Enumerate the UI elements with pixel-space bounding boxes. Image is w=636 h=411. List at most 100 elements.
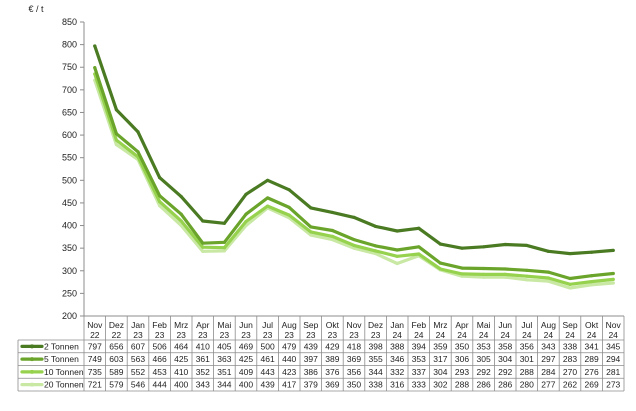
- x-tick-label-year: 23: [306, 330, 316, 340]
- table-value: 337: [412, 367, 426, 377]
- data-point: [590, 250, 594, 254]
- y-tick-label: 800: [62, 40, 77, 50]
- data-point: [244, 219, 248, 224]
- table-value: 439: [261, 380, 275, 390]
- data-point: [158, 199, 162, 204]
- data-point: [590, 280, 594, 284]
- table-value: 418: [347, 341, 361, 351]
- table-value: 735: [88, 367, 102, 377]
- table-value: 444: [153, 380, 167, 390]
- data-point: [590, 274, 594, 278]
- data-point: [395, 248, 399, 252]
- table-value: 546: [131, 380, 145, 390]
- data-point: [222, 249, 226, 253]
- data-point: [374, 249, 378, 253]
- x-tick-label-year: 23: [198, 330, 208, 340]
- series-line: [93, 44, 615, 256]
- data-point: [568, 282, 572, 286]
- table-value: 262: [563, 380, 577, 390]
- x-tick-label-month: Jan: [131, 320, 145, 330]
- table-value: 394: [412, 341, 426, 351]
- data-point: [201, 245, 205, 249]
- y-tick-label: 350: [62, 243, 77, 253]
- table-value: 281: [606, 367, 620, 377]
- y-unit-label: € / t: [28, 4, 44, 14]
- y-tick-label: 600: [62, 130, 77, 140]
- data-point: [460, 246, 464, 250]
- table-value: 276: [585, 367, 599, 377]
- data-point: [525, 268, 529, 272]
- data-point: [546, 276, 551, 280]
- data-point: [590, 283, 594, 287]
- data-point: [287, 205, 291, 210]
- x-tick-label-month: Sep: [303, 320, 318, 330]
- legend-marker-key: [30, 382, 34, 387]
- y-tick-label: 250: [62, 288, 77, 298]
- data-point: [352, 246, 356, 250]
- table-value: 304: [433, 367, 447, 377]
- data-point: [568, 276, 572, 281]
- y-tick-label: 300: [62, 266, 77, 276]
- x-tick-label-year: 24: [392, 330, 402, 340]
- data-point: [374, 244, 378, 248]
- data-point: [503, 272, 507, 276]
- table-value: 405: [217, 341, 231, 351]
- data-point: [244, 192, 248, 196]
- data-point: [114, 132, 118, 136]
- table-value: 286: [498, 380, 512, 390]
- data-point: [546, 279, 551, 283]
- table-value: 359: [433, 341, 447, 351]
- x-tick-label-month: Aug: [282, 320, 297, 330]
- table-value: 306: [455, 354, 469, 364]
- table-value: 352: [196, 367, 210, 377]
- table-value: 269: [585, 380, 599, 390]
- table-value: 453: [153, 367, 167, 377]
- x-tick-label-month: Mai: [218, 320, 232, 330]
- data-point: [482, 266, 486, 271]
- data-point: [309, 225, 313, 229]
- y-tick-label: 200: [62, 311, 77, 321]
- table-value: 797: [88, 341, 102, 351]
- y-axis-ticks: 200 250 300 350 400 450 500 550 600 650 700 750 800 8…: [62, 17, 84, 321]
- data-point: [438, 267, 442, 271]
- table-value: 656: [109, 341, 123, 351]
- table-value: 350: [455, 341, 469, 351]
- data-point: [546, 249, 551, 253]
- x-tick-label-year: 24: [457, 330, 467, 340]
- table-value: 410: [196, 341, 210, 351]
- legend-series-label: 5 Tonnen: [44, 354, 79, 364]
- data-point: [352, 215, 356, 219]
- table-value: 388: [390, 341, 404, 351]
- table-value: 400: [239, 380, 253, 390]
- data-point: [201, 219, 205, 223]
- table-value: 344: [217, 380, 231, 390]
- table-value: 350: [347, 380, 361, 390]
- data-point: [438, 261, 442, 265]
- data-point: [179, 194, 183, 199]
- data-point: [503, 275, 507, 279]
- data-point: [266, 204, 270, 208]
- table-value: 479: [282, 341, 296, 351]
- data-point: [266, 178, 270, 182]
- data-point: [114, 142, 118, 147]
- x-tick-label-year: 24: [436, 330, 446, 340]
- data-point: [482, 275, 486, 279]
- data-point: [309, 230, 313, 234]
- y-tick-label: 750: [62, 62, 77, 72]
- table-value: 301: [520, 354, 534, 364]
- data-point: [611, 277, 615, 281]
- table-value: 429: [325, 341, 339, 351]
- table-value: 293: [455, 367, 469, 377]
- table-value: 589: [109, 367, 123, 377]
- table-value: 351: [217, 367, 231, 377]
- x-tick-label-month: Jul: [521, 320, 532, 330]
- x-tick-label-year: 23: [263, 330, 273, 340]
- legend-series-label: 2 Tonnen: [44, 341, 79, 351]
- data-point: [546, 270, 551, 274]
- x-tick-label-year: 24: [479, 330, 489, 340]
- table-value: 425: [239, 354, 253, 364]
- x-tick-label-year: 23: [155, 330, 165, 340]
- x-tick-label-month: Dez: [109, 320, 124, 330]
- y-tick-label: 700: [62, 85, 77, 95]
- table-value: 332: [390, 367, 404, 377]
